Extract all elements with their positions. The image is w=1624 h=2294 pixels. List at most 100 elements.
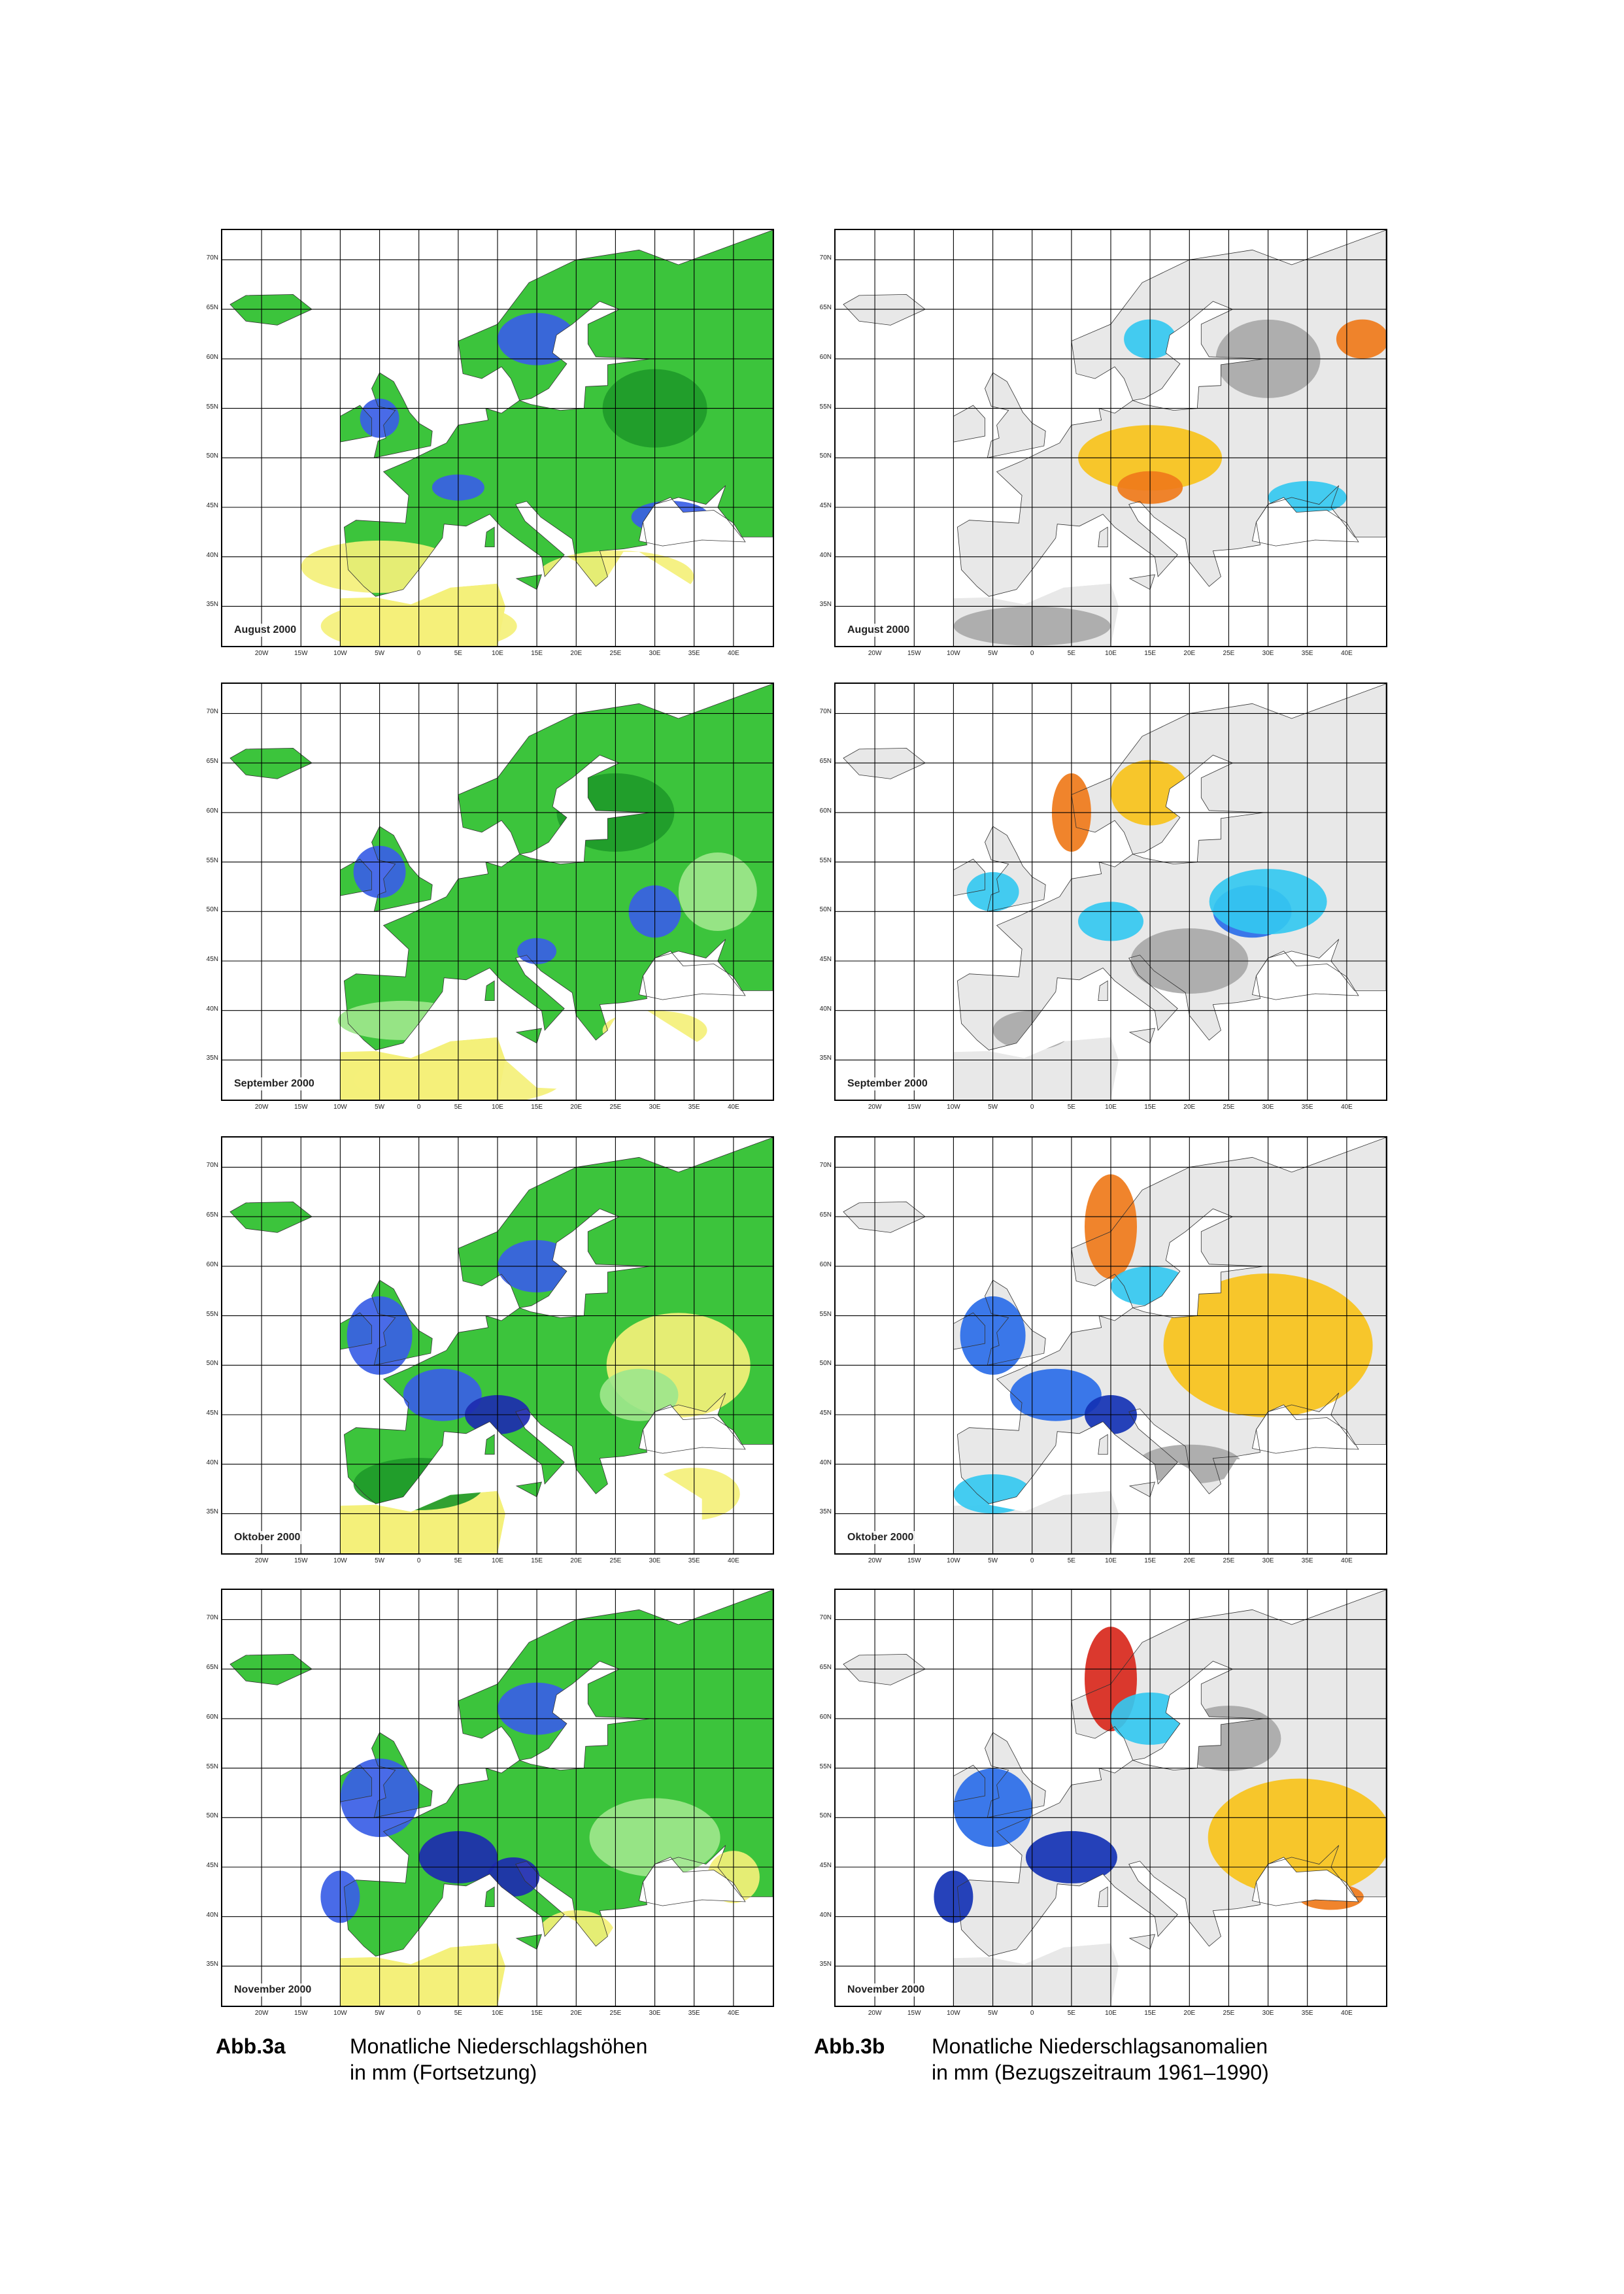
- lat-tick-label: 35N: [819, 1961, 832, 1968]
- anomaly-map-august: August 2000: [834, 229, 1387, 647]
- north-africa-region: [953, 1943, 1119, 2006]
- graticule: [222, 1138, 773, 1553]
- lon-tick-label: 20W: [868, 650, 882, 657]
- lon-tick-label: 25E: [1223, 650, 1235, 657]
- lat-tick-label: 45N: [819, 502, 832, 509]
- land-region: [371, 373, 433, 458]
- lon-tick-label: 15E: [1144, 650, 1157, 657]
- lon-tick-label: 35E: [1301, 650, 1313, 657]
- coastline: [1128, 574, 1155, 590]
- north-africa-region: [340, 1943, 505, 2006]
- land-region: [843, 748, 926, 779]
- lon-tick-label: 20W: [868, 2010, 882, 2017]
- water-body: [1252, 951, 1359, 1000]
- panel-label: Oktober 2000: [845, 1531, 917, 1544]
- lat-tick-label: 65N: [206, 304, 218, 312]
- coastline: [1098, 1434, 1108, 1455]
- lat-tick-label: 40N: [206, 1459, 218, 1466]
- lat-tick-label: 70N: [819, 708, 832, 716]
- lon-tick-label: 15E: [1144, 1104, 1157, 1111]
- lon-tick-label: 20E: [1183, 1557, 1196, 1564]
- lon-tick-label: 40E: [727, 1104, 739, 1111]
- island: [1098, 1887, 1108, 1907]
- land-region: [843, 1654, 926, 1685]
- lon-tick-label: 15E: [531, 1104, 543, 1111]
- lon-tick-label: 10W: [333, 650, 347, 657]
- lat-tick-label: 50N: [206, 1360, 218, 1368]
- lat-tick-label: 55N: [819, 403, 832, 411]
- panel-label: November 2000: [845, 1983, 928, 1997]
- lat-tick-label: 40N: [819, 1459, 832, 1466]
- lon-tick-label: 15W: [294, 1104, 308, 1111]
- lat-tick-label: 35N: [819, 601, 832, 609]
- lon-tick-label: 5W: [375, 650, 385, 657]
- lat-tick-label: 55N: [206, 1310, 218, 1318]
- coastline: [484, 980, 495, 1002]
- lon-tick-label: 15E: [1144, 1557, 1157, 1564]
- island: [516, 1934, 542, 1949]
- coastline: [515, 574, 542, 590]
- lon-tick-label: 15W: [907, 1557, 921, 1564]
- graticule: [222, 684, 773, 1100]
- lon-tick-label: 5W: [988, 1557, 998, 1564]
- lon-tick-label: 20W: [254, 1104, 269, 1111]
- lat-tick-label: 60N: [206, 353, 218, 361]
- island: [1129, 1028, 1155, 1043]
- lon-tick-label: 10W: [947, 2010, 960, 2017]
- lat-tick-label: 70N: [206, 1614, 218, 1622]
- panel-label: August 2000: [845, 624, 913, 637]
- north-africa-region: [340, 1491, 505, 1553]
- coastline: [1098, 1886, 1108, 1908]
- lon-tick-label: 5W: [375, 1557, 385, 1564]
- coastline: [1132, 754, 1264, 865]
- caption-3b: Abb.3b Monatliche Niederschlagsanomalien…: [814, 2033, 1468, 2092]
- lat-tick-label: 60N: [206, 1260, 218, 1268]
- coastline: [1098, 980, 1108, 1002]
- lon-tick-label: 10E: [492, 650, 503, 657]
- panel-label: Oktober 2000: [231, 1531, 303, 1544]
- panel-label: August 2000: [231, 624, 299, 637]
- coastline: [1132, 301, 1264, 411]
- lon-tick-label: 40E: [1340, 1104, 1353, 1111]
- lon-tick-label: 25E: [609, 2010, 622, 2017]
- lat-tick-label: 45N: [206, 502, 218, 509]
- water-body: [1252, 1857, 1359, 1906]
- lon-tick-label: 25E: [1223, 1104, 1235, 1111]
- land-region: [344, 230, 773, 597]
- lat-tick-label: 35N: [206, 601, 218, 609]
- map-august-anomaly: [836, 230, 1386, 646]
- water-body: [1252, 1404, 1359, 1454]
- lon-tick-label: 15W: [294, 2010, 308, 2017]
- lat-tick-label: 65N: [819, 304, 832, 312]
- water-body: [519, 301, 651, 411]
- lat-tick-label: 50N: [206, 1812, 218, 1820]
- lat-tick-label: 50N: [819, 906, 832, 914]
- land-region: [843, 294, 926, 326]
- lon-tick-label: 10E: [1105, 650, 1117, 657]
- island: [1129, 575, 1155, 590]
- caption-3a: Abb.3a Monatliche Niederschlagshöhen in …: [216, 2033, 804, 2092]
- lon-tick-label: 20E: [1183, 1104, 1196, 1111]
- lon-tick-label: 0: [416, 650, 421, 657]
- lon-tick-label: 5E: [1067, 650, 1075, 657]
- island: [1129, 1934, 1155, 1949]
- caption-label: Abb.3b: [814, 2034, 885, 2058]
- lon-tick-label: 15E: [531, 2010, 543, 2017]
- lat-tick-label: 50N: [819, 1360, 832, 1368]
- anomaly-map-oktober: Oktober 2000: [834, 1136, 1387, 1555]
- water-body: [639, 1404, 745, 1454]
- lon-tick-label: 0: [1030, 650, 1034, 657]
- lat-tick-label: 55N: [206, 856, 218, 864]
- water-body: [1132, 301, 1264, 411]
- lon-tick-label: 15W: [907, 650, 921, 657]
- map-september-anomaly: [836, 684, 1386, 1100]
- north-africa-region: [953, 1037, 1119, 1100]
- lon-tick-label: 15W: [294, 650, 308, 657]
- coastline: [515, 1481, 542, 1498]
- lon-tick-label: 10E: [1105, 2010, 1117, 2017]
- lat-tick-label: 70N: [206, 708, 218, 716]
- lon-tick-label: 20W: [868, 1104, 882, 1111]
- lat-tick-label: 60N: [819, 807, 832, 815]
- island: [516, 1482, 542, 1497]
- water-body: [519, 755, 651, 864]
